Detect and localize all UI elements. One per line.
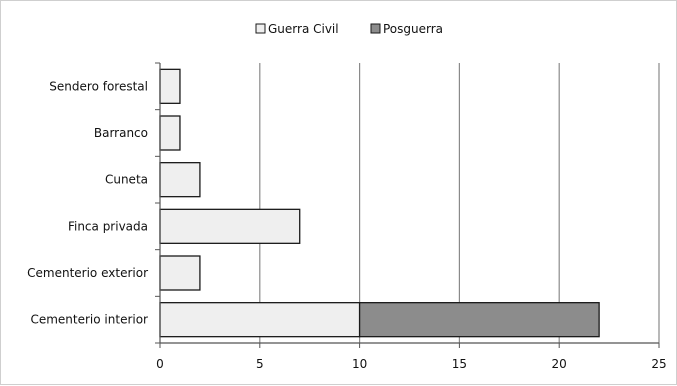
category-label: Cuneta — [105, 173, 148, 187]
x-tick-label-15: 15 — [452, 357, 467, 371]
legend-label-0: Guerra Civil — [268, 22, 339, 36]
x-tick-label-25: 25 — [651, 357, 666, 371]
x-tick-label-0: 0 — [156, 357, 164, 371]
axes — [155, 62, 660, 348]
x-tick-label-20: 20 — [552, 357, 567, 371]
category-label: Finca privada — [68, 219, 148, 233]
legend-label-1: Posguerra — [383, 22, 443, 36]
legend: Guerra Civil Posguerra — [255, 22, 443, 36]
bar-3-series-0 — [159, 208, 301, 244]
x-tick-label-5: 5 — [256, 357, 264, 371]
legend-swatch-0 — [255, 23, 266, 34]
bar-5-series-1 — [358, 302, 600, 338]
bar-5-series-0 — [159, 302, 361, 338]
bar-0-series-0 — [159, 68, 181, 104]
category-labels: Sendero forestal Barranco Cuneta Finca priv… — [27, 79, 148, 326]
bars — [159, 68, 600, 338]
tick-labels: 0 5 10 15 20 25 — [156, 357, 666, 371]
x-tick-label-10: 10 — [352, 357, 367, 371]
category-label: Sendero forestal — [49, 79, 148, 93]
category-label: Cementerio interior — [30, 313, 148, 327]
gridlines — [259, 63, 660, 343]
bar-4-series-0 — [159, 255, 201, 291]
legend-swatch-1 — [370, 23, 381, 34]
category-label: Cementerio exterior — [27, 266, 148, 280]
bar-2-series-0 — [159, 162, 201, 198]
bar-1-series-0 — [159, 115, 181, 151]
category-label: Barranco — [94, 126, 148, 140]
